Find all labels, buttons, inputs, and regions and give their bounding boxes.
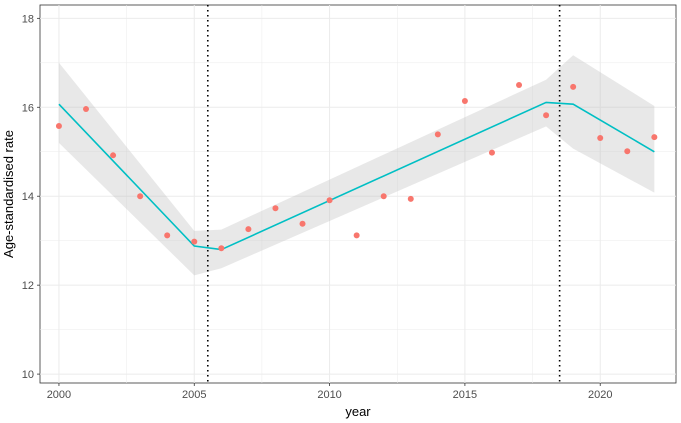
data-point	[272, 205, 279, 212]
y-axis-title: Age-standardised rate	[1, 130, 16, 258]
data-point	[218, 245, 225, 252]
x-tick-label: 2010	[317, 389, 341, 401]
data-point	[624, 148, 631, 155]
data-point	[245, 226, 252, 233]
data-point	[83, 106, 90, 113]
x-tick-label: 2015	[453, 389, 477, 401]
data-point	[137, 193, 144, 200]
confidence-band-area	[58, 55, 655, 276]
data-point	[191, 238, 198, 245]
data-point	[570, 83, 577, 90]
data-points	[55, 82, 658, 252]
data-point	[597, 134, 604, 141]
fitted-line	[58, 101, 655, 251]
y-tick-label: 16	[22, 102, 34, 114]
data-point	[488, 149, 495, 156]
data-point	[164, 232, 171, 239]
data-point	[380, 193, 387, 200]
breakpoint-lines	[206, 5, 561, 383]
x-tick-label: 2000	[47, 389, 71, 401]
x-axis-ticks: 2000 2005 2010 2015 2020	[47, 383, 612, 401]
fitted-line-path	[58, 101, 655, 251]
y-tick-label: 12	[22, 280, 34, 292]
y-tick-label: 18	[22, 13, 34, 25]
data-point	[543, 112, 550, 119]
data-point	[55, 122, 62, 129]
y-tick-label: 14	[22, 191, 34, 203]
plot-panel	[39, 4, 677, 384]
x-axis-title: year	[345, 404, 371, 419]
data-point	[353, 232, 360, 239]
data-point	[434, 131, 441, 138]
y-tick-label: 10	[22, 369, 34, 381]
data-point	[110, 152, 117, 159]
y-axis-ticks: 10 12 14 16 18	[22, 13, 40, 381]
x-tick-label: 2005	[182, 389, 206, 401]
data-point	[299, 220, 306, 227]
data-point	[326, 197, 333, 204]
data-point	[516, 82, 523, 89]
confidence-band	[58, 55, 655, 276]
data-point	[461, 98, 468, 105]
grid-lines	[40, 5, 676, 383]
x-tick-label: 2020	[588, 389, 612, 401]
data-point	[407, 195, 414, 202]
data-point	[651, 134, 658, 141]
